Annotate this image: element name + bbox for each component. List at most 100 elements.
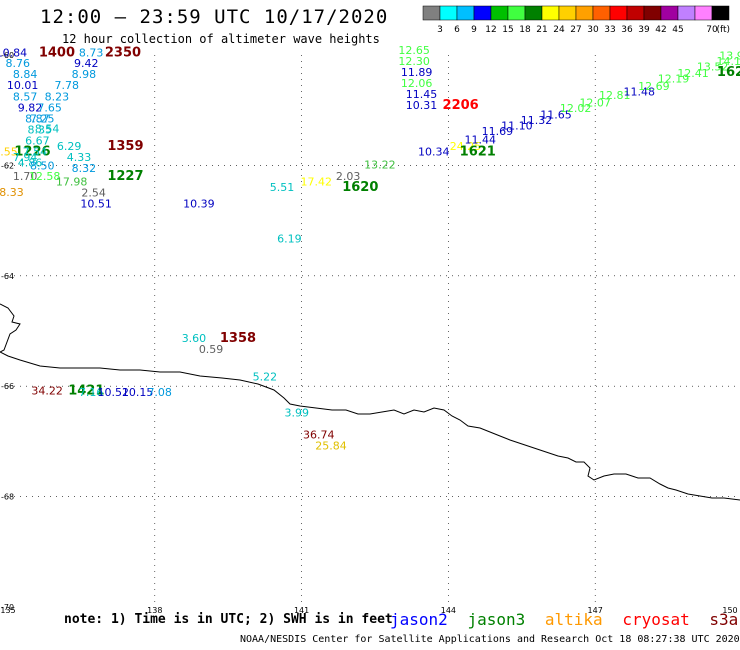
wave-height-label: 6.29 (57, 140, 82, 153)
wave-height-label: 11.44 (464, 133, 496, 146)
scale-label: 9 (471, 25, 477, 35)
legend-altika: altika (544, 610, 603, 629)
wave-height-label: 25.84 (315, 440, 347, 453)
wave-height-label: 8.50 (30, 159, 55, 172)
scale-label: 12 (485, 25, 496, 35)
wave-height-label: 12.58 (29, 170, 61, 183)
scale-label: 42 (655, 25, 666, 35)
wave-height-label: 0.59 (199, 343, 224, 356)
time-label: 1622 (717, 65, 740, 80)
wave-height-label: 3.60 (182, 332, 207, 345)
wave-height-label: 2.03 (336, 170, 361, 183)
axis-labels: 135 138 141 144 147 150 -60 -62 -64 -66 -68 -70 (0, 51, 737, 615)
scale-label: 70 (706, 25, 718, 35)
wave-height-label: 2.54 (81, 186, 106, 199)
wave-height-label: 8.76 (6, 57, 31, 70)
scale-label: 39 (638, 25, 650, 35)
scale-label: 45 (672, 25, 683, 35)
wave-height-label: 12.02 (560, 102, 592, 115)
wave-height-label: 34.22 (31, 384, 63, 397)
credit-line: NOAA/NESDIS Center for Satellite Applica… (240, 634, 740, 645)
wave-height-label: 8.35 (28, 123, 53, 136)
wave-height-label: 12.06 (401, 77, 433, 90)
scale-label: 30 (587, 25, 599, 35)
wave-height-label: 2.55 (0, 145, 18, 158)
wave-height-label: 17.98 (56, 175, 88, 188)
wave-height-label: 11.89 (401, 66, 433, 79)
wave-height-label: 11.48 (623, 85, 655, 98)
grid-lines (8, 55, 740, 607)
wave-height-label: 13.52 (697, 60, 729, 73)
wave-height-label: 28.33 (0, 186, 24, 199)
wave-height-label: 7.08 (147, 386, 172, 399)
lon-label: 147 (588, 606, 603, 615)
wave-height-label: 10.84 (0, 47, 27, 60)
wave-height-label: 14.14 (716, 55, 740, 68)
satellite-legend: jason2 jason3 altika cryosat s3a (390, 610, 740, 629)
wave-height-label: 8.73 (79, 47, 104, 60)
time-label: 1358 (220, 331, 256, 346)
wave-height-label: 36.74 (303, 429, 335, 442)
wave-height-label: 5.51 (270, 181, 295, 194)
wave-height-label: 6.19 (277, 233, 302, 246)
time-label: 2206 (443, 98, 479, 113)
wave-height-label: 7.78 (54, 79, 79, 92)
map-subtitle: 12 hour collection of altimeter wave hei… (62, 32, 380, 46)
time-label: 1400 (39, 46, 75, 61)
wave-height-label: 12.30 (398, 55, 430, 68)
lat-label: -66 (1, 382, 14, 391)
time-label: 1421 (68, 383, 104, 398)
wave-height-labels: 10.8414008.768.8410.018.579.828.878.356.… (0, 44, 740, 453)
lat-label: -64 (1, 272, 14, 281)
time-label: 1620 (342, 180, 378, 195)
wave-height-label: 8.84 (13, 68, 38, 81)
scale-label: 18 (519, 25, 531, 35)
wave-height-label: 24.25 (450, 140, 482, 153)
scale-label: 24 (553, 25, 565, 35)
scale-unit: (ft) (716, 25, 730, 35)
wave-height-label: 12.81 (599, 89, 631, 102)
wave-height-label: 4.86 (18, 157, 43, 170)
lat-label: -68 (1, 493, 14, 502)
wave-height-label: 6.67 (25, 134, 50, 147)
wave-height-label: 5.22 (253, 371, 278, 384)
legend-s3a: s3a (709, 610, 739, 629)
scale-label: 27 (570, 25, 581, 35)
lon-label: 144 (441, 606, 456, 615)
wave-height-scale: 3 6 9 12 15 18 21 24 27 30 33 36 39 42 45 70(ft) (422, 5, 730, 35)
footer-note: note: 1) Time is in UTC; 2) SWH is in fe… (64, 612, 393, 627)
lon-label: 141 (294, 606, 309, 615)
coastline (0, 303, 740, 501)
scale-label: 36 (621, 25, 633, 35)
legend-cryosat: cryosat (622, 610, 690, 629)
wave-height-label: 17.42 (301, 175, 333, 188)
wave-height-label: 11.69 (482, 125, 514, 138)
lat-label: -70 (1, 603, 14, 612)
wave-height-label: 7.16 (79, 386, 104, 399)
scale-swatch (711, 5, 730, 21)
wave-height-label: 12.07 (579, 96, 611, 109)
wave-height-label: 8.87 (25, 112, 50, 125)
lat-label: -60 (1, 51, 14, 60)
wave-height-label: 11.65 (540, 108, 572, 121)
time-label: 1227 (107, 169, 143, 184)
legend-jason2: jason2 (390, 610, 448, 629)
wave-height-label: 12.19 (658, 73, 690, 86)
wave-height-label: 11.32 (521, 114, 553, 127)
wave-height-label: 7.65 (37, 101, 62, 114)
scale-label: 15 (502, 25, 513, 35)
scale-label: 21 (536, 25, 547, 35)
wave-height-label: 8.98 (72, 68, 97, 81)
time-label: 1226 (14, 144, 50, 159)
wave-height-label: 8.32 (72, 162, 97, 175)
scale-label: 6 (454, 25, 460, 35)
wave-height-label: 12.65 (398, 44, 430, 57)
wave-height-label: 13.96 (719, 49, 740, 62)
wave-height-label: 9.42 (74, 57, 99, 70)
lat-label: -62 (1, 161, 14, 170)
wave-height-label: 4.33 (67, 151, 92, 164)
wave-height-label: 8.57 (13, 90, 38, 103)
wave-height-label: 10.34 (418, 145, 450, 158)
scale-label: 3 (437, 25, 443, 35)
